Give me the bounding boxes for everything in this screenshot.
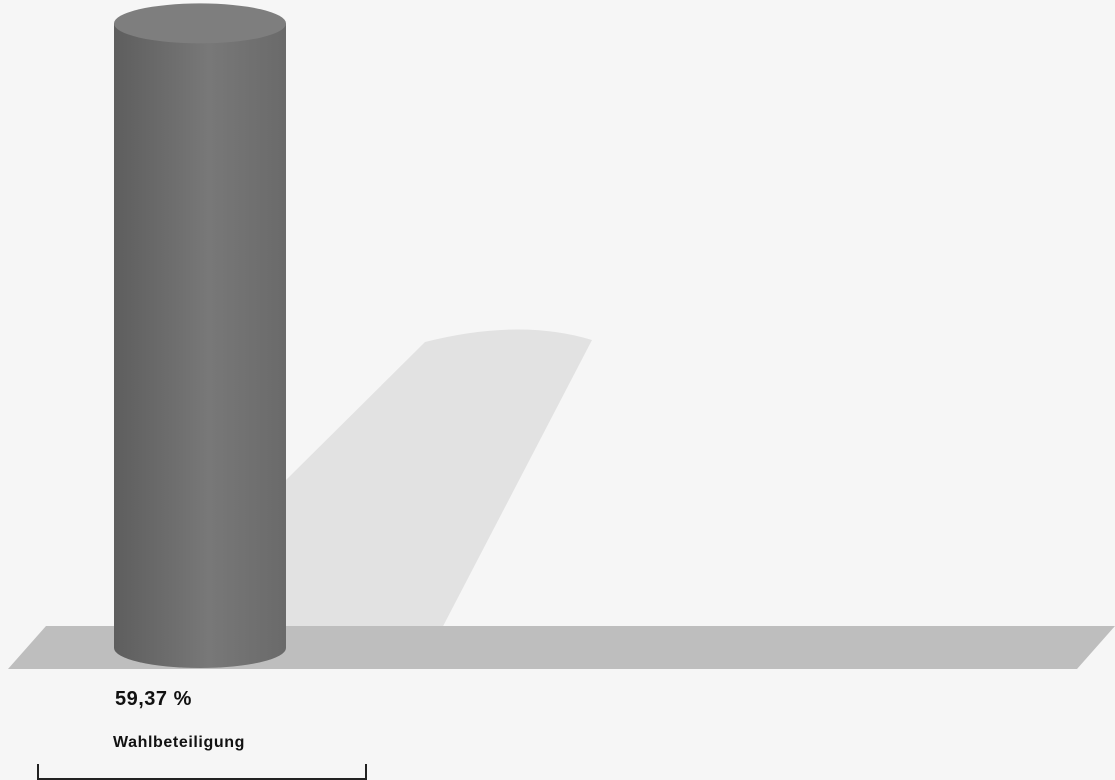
data-label-wahlbeteiligung: 59,37 % (115, 688, 192, 710)
bar-top-wahlbeteiligung (114, 3, 286, 44)
category-bracket (37, 764, 367, 780)
category-label-wahlbeteiligung: Wahlbeteiligung (113, 734, 245, 751)
bar-shadow (286, 329, 592, 632)
bar-wahlbeteiligung (114, 23, 286, 668)
